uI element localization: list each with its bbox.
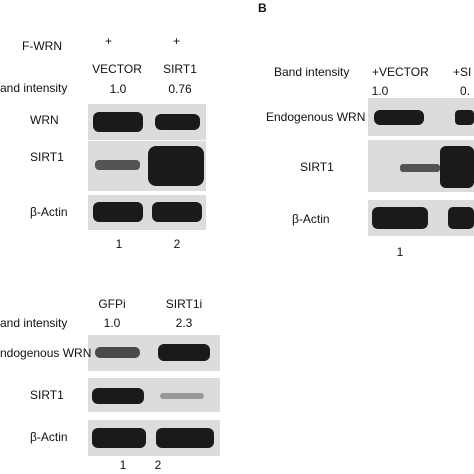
lane-number: 1	[116, 237, 123, 251]
row-label: β-Actin	[30, 205, 68, 219]
treatment-mark: +	[173, 34, 180, 48]
lane-number: 1	[120, 458, 127, 472]
row-label: SIRT1	[300, 160, 334, 174]
lane-number: 2	[155, 458, 162, 472]
band-intensity-value: 0.	[460, 84, 470, 98]
lane-number: 1	[397, 245, 404, 259]
band	[372, 207, 428, 229]
band	[155, 114, 200, 130]
panel-c: GFPi SIRT1i and intensity 1.0 2.3 ndogen…	[0, 297, 220, 472]
lane-label: GFPi	[98, 297, 125, 311]
band	[156, 428, 214, 448]
row-label: β-Actin	[30, 430, 68, 444]
panel-a: F-WRN + + VECTOR SIRT1 and intensity 1.0…	[0, 34, 206, 251]
band-intensity-value: 1.0	[372, 84, 389, 98]
band-intensity-label: and intensity	[0, 316, 67, 330]
row-label: ndogenous WRN	[0, 346, 91, 360]
band-intensity-value: 1.0	[110, 82, 127, 96]
band-intensity-value: 1.0	[104, 316, 121, 330]
row-label: WRN	[30, 113, 59, 127]
band-intensity-value: 2.3	[176, 316, 193, 330]
lane-number: 2	[174, 237, 181, 251]
band	[400, 164, 440, 172]
band	[152, 202, 202, 222]
panel-b: B Band intensity +VECTOR +SI 1.0 0. Endo…	[258, 1, 474, 259]
row-label: SIRT1	[30, 150, 64, 164]
band	[92, 428, 146, 448]
band	[93, 202, 143, 222]
lane-label: +SI	[453, 65, 471, 79]
band	[95, 160, 140, 170]
band	[455, 110, 474, 125]
band	[158, 344, 210, 361]
band	[92, 388, 144, 404]
band	[440, 146, 474, 188]
band-intensity-value: 0.76	[168, 82, 192, 96]
band-intensity-label: Band intensity	[274, 65, 349, 79]
band	[374, 110, 424, 125]
lane-label: SIRT1	[163, 62, 197, 76]
row-label: β-Actin	[292, 212, 330, 226]
row-label: Endogenous WRN	[266, 110, 365, 124]
band	[160, 393, 204, 399]
band	[95, 347, 140, 358]
band	[93, 112, 143, 132]
lane-label: VECTOR	[92, 62, 142, 76]
lane-label: +VECTOR	[372, 65, 429, 79]
treatment-label: F-WRN	[22, 39, 62, 53]
band	[448, 207, 474, 229]
panel-letter: B	[258, 1, 267, 15]
band-intensity-label: and intensity	[0, 81, 67, 95]
treatment-mark: +	[105, 34, 112, 48]
row-label: SIRT1	[30, 388, 64, 402]
band	[148, 146, 204, 186]
lane-label: SIRT1i	[166, 297, 202, 311]
